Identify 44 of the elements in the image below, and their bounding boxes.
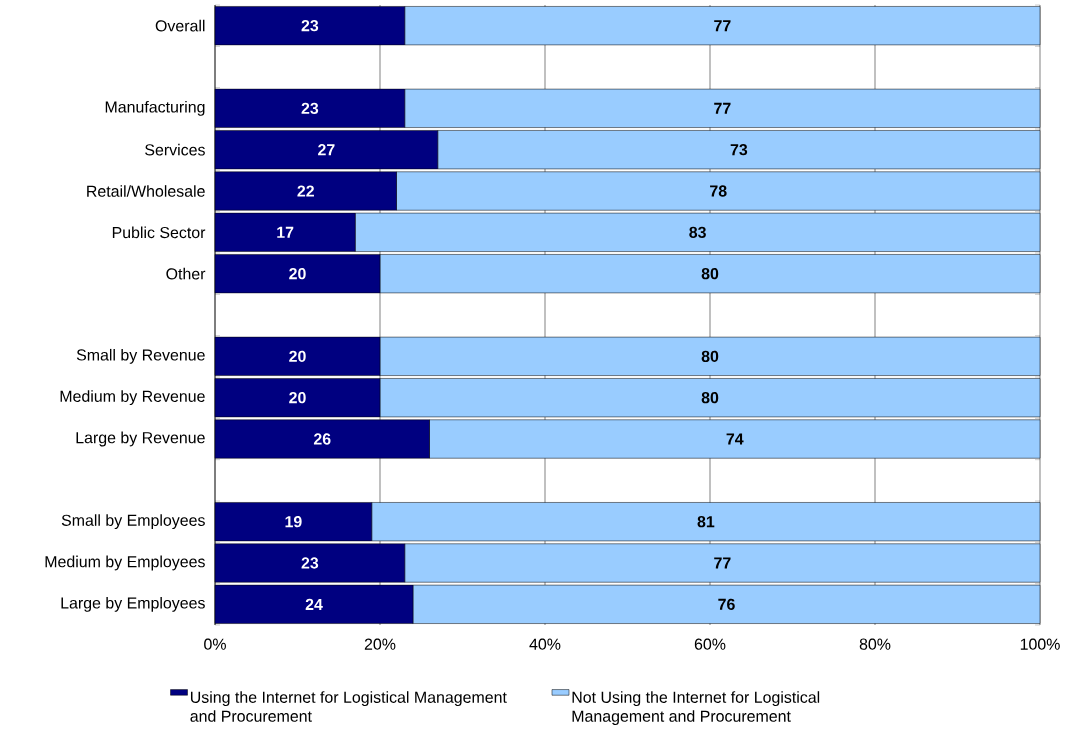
data-label: 78 <box>710 185 727 197</box>
x-tick-label: 80% <box>859 638 891 650</box>
data-label: 26 <box>313 433 331 445</box>
data-label: 77 <box>714 557 731 569</box>
data-label: 27 <box>318 144 335 156</box>
data-label: 77 <box>714 102 731 114</box>
y-tick-label: Public Sector <box>112 226 206 239</box>
data-label: 80 <box>701 268 719 280</box>
data-label: 23 <box>301 557 319 569</box>
y-tick-label: Medium by Revenue <box>60 390 205 406</box>
y-tick-label: Medium by Employees <box>45 555 205 571</box>
y-tick-label: Overall <box>155 19 205 32</box>
x-tick-label: 0% <box>204 638 226 650</box>
data-label: 20 <box>289 268 306 280</box>
data-label: 17 <box>277 226 294 238</box>
data-label: 73 <box>730 144 748 156</box>
y-tick-label: Large by Employees <box>61 596 205 612</box>
x-tick-label: 60% <box>694 638 726 650</box>
data-label: 80 <box>701 392 719 404</box>
y-tick-label: Manufacturing <box>105 100 205 116</box>
data-label: 20 <box>289 392 306 404</box>
data-label: 77 <box>714 20 731 32</box>
data-label: 81 <box>697 516 715 528</box>
data-label: 83 <box>689 226 706 238</box>
y-tick-label: Retail/Wholesale <box>87 185 205 197</box>
y-tick-label: Other <box>166 267 206 280</box>
x-tick-label: 100% <box>1020 638 1060 650</box>
x-tick-label: 20% <box>364 638 396 650</box>
y-tick-label: Small by Employees <box>61 514 205 530</box>
y-tick-label: Services <box>145 143 205 156</box>
data-label: 23 <box>301 102 319 114</box>
data-label: 23 <box>301 20 319 32</box>
legend-label: Not Using the Internet for Logistical Management and Procurement <box>572 691 820 725</box>
data-label: 76 <box>718 598 735 610</box>
x-tick-label: 40% <box>529 638 561 650</box>
legend-label: Using the Internet for Logistical Management and Procurement <box>190 691 507 722</box>
data-label: 20 <box>289 350 306 362</box>
data-label: 22 <box>297 185 314 197</box>
data-label: 80 <box>701 350 719 362</box>
data-label: 19 <box>285 516 302 528</box>
data-label: 24 <box>305 598 323 610</box>
data-label: 74 <box>726 433 744 445</box>
y-tick-label: Small by Revenue <box>76 348 205 364</box>
y-tick-label: Large by Revenue <box>76 431 205 447</box>
